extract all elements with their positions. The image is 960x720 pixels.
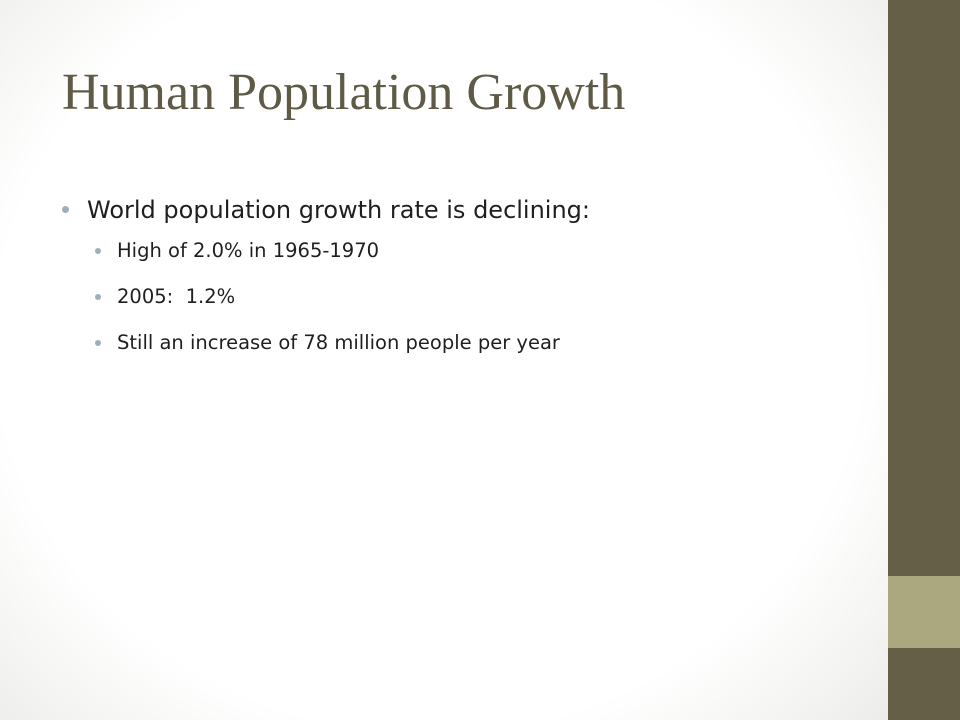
slide-background (0, 0, 888, 720)
sidebar-band-bottom (888, 648, 960, 720)
sub-bullet-item: High of 2.0% in 1965-1970 (62, 236, 852, 266)
sub-bullet-text: High of 2.0% in 1965-1970 (117, 239, 380, 262)
decorative-sidebar (888, 0, 960, 720)
slide-title: Human Population Growth (62, 64, 626, 121)
bullet-item: World population growth rate is declinin… (62, 190, 852, 230)
sidebar-band-top (888, 0, 960, 576)
sidebar-band-accent (888, 576, 960, 648)
sub-bullet-text: Still an increase of 78 million people p… (117, 331, 560, 354)
sub-bullet-item: Still an increase of 78 million people p… (62, 328, 852, 358)
sub-bullet-item: 2005: 1.2% (62, 282, 852, 312)
bullet-dot-icon (62, 206, 69, 213)
bullet-list: World population growth rate is declinin… (62, 190, 852, 374)
sub-bullet-text: 2005: 1.2% (117, 285, 236, 308)
bullet-text: World population growth rate is declinin… (87, 196, 591, 224)
bullet-dot-icon (95, 248, 101, 254)
bullet-dot-icon (95, 340, 101, 346)
bullet-dot-icon (95, 294, 101, 300)
